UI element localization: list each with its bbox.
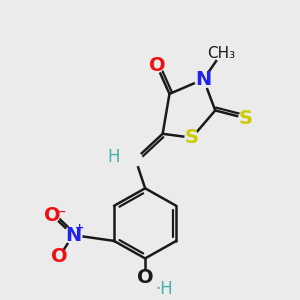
Text: H: H — [108, 148, 120, 166]
Circle shape — [138, 271, 152, 285]
Text: N: N — [195, 70, 212, 89]
Circle shape — [195, 70, 212, 88]
Text: S: S — [238, 109, 252, 128]
Text: O: O — [137, 268, 153, 287]
Circle shape — [148, 282, 162, 296]
Circle shape — [238, 111, 252, 125]
Text: −: − — [55, 205, 66, 219]
Text: +: + — [75, 223, 85, 233]
Text: O: O — [44, 206, 61, 225]
Circle shape — [107, 150, 121, 164]
Circle shape — [185, 131, 199, 145]
Circle shape — [52, 250, 66, 263]
Text: O: O — [51, 247, 68, 266]
Circle shape — [64, 226, 82, 244]
Text: O: O — [148, 56, 165, 75]
Text: ·H: ·H — [155, 280, 172, 298]
Circle shape — [129, 152, 142, 166]
Circle shape — [150, 59, 164, 73]
Text: N: N — [65, 226, 81, 244]
Circle shape — [46, 209, 59, 222]
Circle shape — [214, 47, 228, 61]
Text: CH₃: CH₃ — [207, 46, 235, 62]
Text: S: S — [185, 128, 199, 147]
